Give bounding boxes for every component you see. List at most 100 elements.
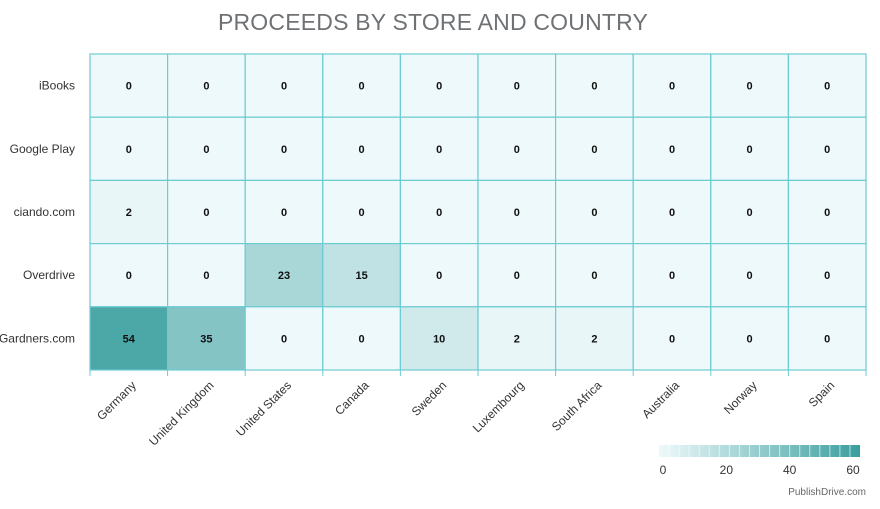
cell-value-label: 0 xyxy=(669,81,675,93)
cell-value-label: 0 xyxy=(824,207,830,219)
column-label: United Kingdom xyxy=(146,378,216,448)
cell-value-label: 0 xyxy=(203,81,209,93)
cell-value-label: 0 xyxy=(436,207,442,219)
column-labels: Germany United Kingdom United States Canada… xyxy=(89,370,867,449)
row-labels: iBooks Google Play ciando.com Overdrive Gard… xyxy=(0,79,75,346)
heatmap-cell xyxy=(632,179,712,245)
heatmap-cell xyxy=(399,306,479,371)
cell-value-label: 0 xyxy=(436,81,442,93)
heatmap-cell xyxy=(89,306,169,371)
heatmap-cell xyxy=(477,306,557,371)
cell-value-label: 0 xyxy=(281,207,287,219)
heatmap-cell xyxy=(787,243,867,308)
heatmap-cell xyxy=(477,53,557,118)
heatmap-cell xyxy=(477,116,557,181)
cell-value-label: 0 xyxy=(747,144,753,156)
color-legend: 0 20 40 60 xyxy=(659,445,860,477)
column-label: Canada xyxy=(332,378,372,418)
cell-value-label: 10 xyxy=(433,333,445,345)
cell-value-label: 0 xyxy=(126,144,132,156)
column-label: United States xyxy=(233,378,294,439)
cell-value-label: 0 xyxy=(591,270,597,282)
heatmap-cell xyxy=(477,243,557,308)
heatmap-cell xyxy=(244,53,324,118)
cell-value-label: 15 xyxy=(355,270,367,282)
heatmap-cell xyxy=(710,116,789,181)
cell-value-label: 0 xyxy=(203,207,209,219)
heatmap-cell xyxy=(244,306,324,371)
cell-value-label: 0 xyxy=(824,144,830,156)
heatmap-cell xyxy=(89,179,169,245)
cell-value-label: 2 xyxy=(591,333,597,345)
heatmap-cell xyxy=(554,306,634,371)
cell-value-label: 0 xyxy=(824,333,830,345)
column-label: South Africa xyxy=(549,378,605,434)
column-label: Norway xyxy=(721,378,760,417)
cell-value-label: 0 xyxy=(281,333,287,345)
legend-tick-label: 60 xyxy=(846,463,860,477)
heatmap-cells: 0 0 0 0 0 0 0 0 0 0 0 0 0 0 0 0 0 0 0 0 2 0 0 0 0 0 0 0 0 0 0 0 23 15 0 0 0 0… xyxy=(89,53,867,371)
heatmap-cell xyxy=(787,306,867,371)
heatmap-cell xyxy=(632,116,712,181)
heatmap-cell xyxy=(710,306,789,371)
cell-value-label: 0 xyxy=(359,81,365,93)
column-label: Germany xyxy=(94,378,139,423)
credit-text: PublishDrive.com xyxy=(788,487,866,498)
row-label: iBooks xyxy=(39,79,75,93)
cell-value-label: 0 xyxy=(747,81,753,93)
cell-value-label: 0 xyxy=(514,144,520,156)
heatmap-cell xyxy=(399,179,479,245)
cell-value-label: 0 xyxy=(126,81,132,93)
cell-value-label: 0 xyxy=(359,207,365,219)
heatmap-cell xyxy=(554,243,634,308)
cell-value-label: 2 xyxy=(126,207,132,219)
column-label: Luxembourg xyxy=(470,378,527,435)
cell-value-label: 0 xyxy=(281,144,287,156)
column-label: Australia xyxy=(639,378,682,421)
heatmap-cell xyxy=(710,179,789,245)
cell-value-label: 0 xyxy=(359,144,365,156)
cell-value-label: 23 xyxy=(278,270,290,282)
row-label: ciando.com xyxy=(14,205,75,219)
cell-value-label: 0 xyxy=(747,207,753,219)
row-label: Overdrive xyxy=(23,268,75,282)
heatmap-cell xyxy=(632,53,712,118)
legend-tick-label: 20 xyxy=(720,463,734,477)
heatmap-cell xyxy=(167,179,246,245)
cell-value-label: 0 xyxy=(203,144,209,156)
row-label: Google Play xyxy=(10,142,75,156)
cell-value-label: 0 xyxy=(747,270,753,282)
cell-value-label: 0 xyxy=(591,144,597,156)
heatmap-cell xyxy=(554,179,634,245)
legend-tick-label: 40 xyxy=(783,463,797,477)
cell-value-label: 0 xyxy=(747,333,753,345)
heatmap-cell xyxy=(322,116,401,181)
heatmap-cell xyxy=(244,179,324,245)
cell-value-label: 0 xyxy=(203,270,209,282)
cell-value-label: 0 xyxy=(126,270,132,282)
heatmap-cell xyxy=(167,53,246,118)
heatmap-cell xyxy=(787,116,867,181)
cell-value-label: 0 xyxy=(359,333,365,345)
cell-value-label: 35 xyxy=(200,333,212,345)
cell-value-label: 0 xyxy=(514,81,520,93)
heatmap-cell xyxy=(787,53,867,118)
cell-value-label: 0 xyxy=(281,81,287,93)
cell-value-label: 0 xyxy=(669,207,675,219)
heatmap-cell xyxy=(554,116,634,181)
cell-value-label: 0 xyxy=(591,207,597,219)
heatmap-cell xyxy=(89,53,169,118)
heatmap-cell xyxy=(787,179,867,245)
cell-value-label: 0 xyxy=(514,207,520,219)
legend-tick-label: 0 xyxy=(660,463,667,477)
heatmap-cell xyxy=(710,243,789,308)
column-label: Spain xyxy=(806,378,838,410)
chart-title: PROCEEDS BY STORE AND COUNTRY xyxy=(218,9,648,35)
row-label: Gardners.com xyxy=(0,331,75,345)
cell-value-label: 2 xyxy=(514,333,520,345)
cell-value-label: 0 xyxy=(436,144,442,156)
cell-value-label: 0 xyxy=(824,270,830,282)
heatmap-cell xyxy=(632,306,712,371)
column-label: Sweden xyxy=(409,378,450,419)
